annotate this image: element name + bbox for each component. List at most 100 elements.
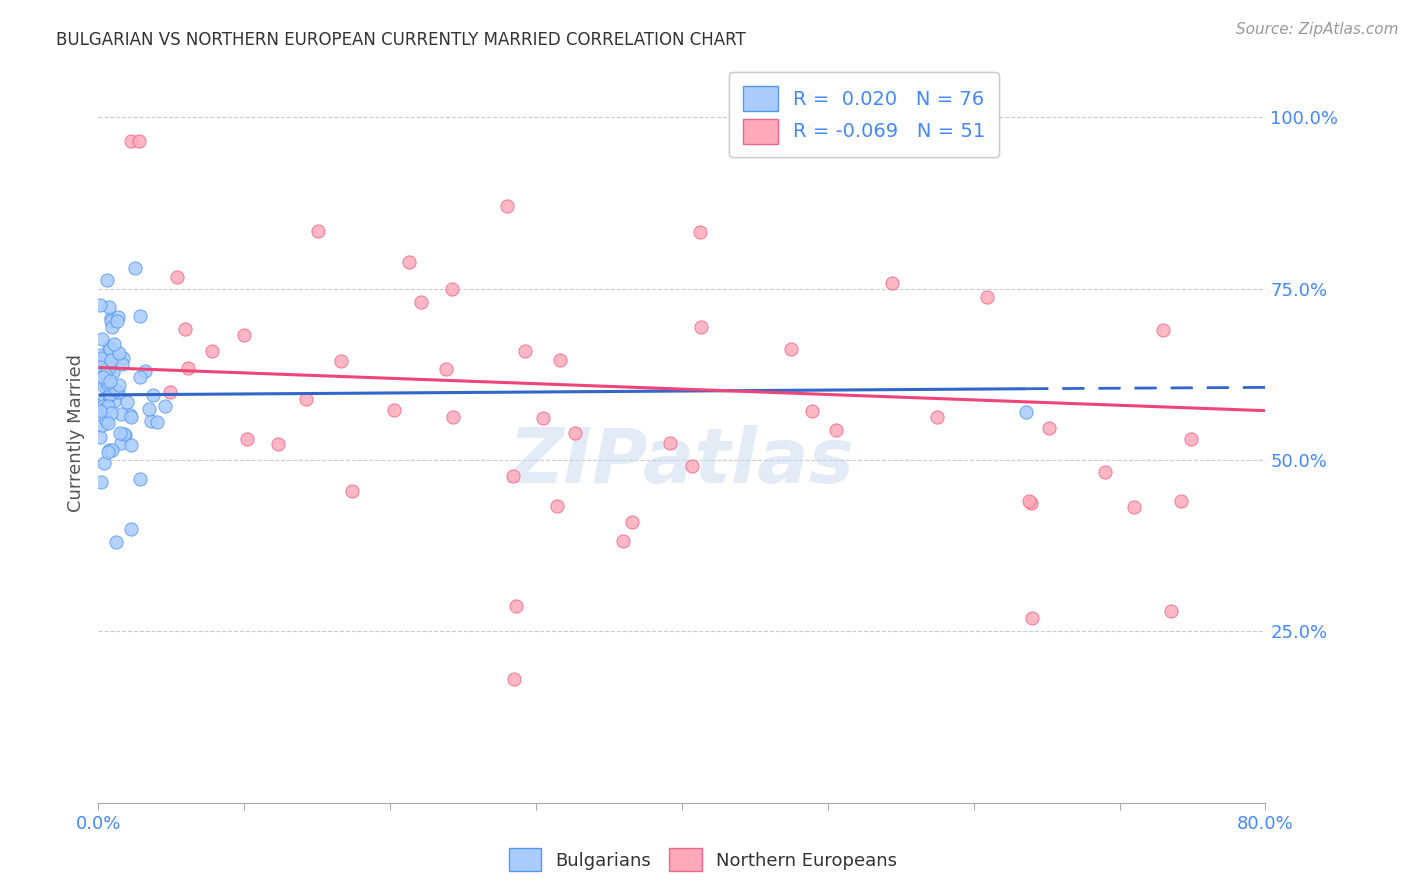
Point bbox=[166, 269, 188, 284]
Point bbox=[90, 332, 112, 346]
Point bbox=[1021, 496, 1043, 510]
Point bbox=[129, 472, 152, 486]
Point bbox=[89, 298, 111, 312]
Point bbox=[89, 348, 111, 362]
Point bbox=[103, 337, 125, 351]
Point bbox=[329, 354, 352, 368]
Text: ZIPatlas: ZIPatlas bbox=[509, 425, 855, 500]
Point bbox=[1170, 494, 1192, 508]
Point bbox=[976, 290, 998, 304]
Point bbox=[294, 392, 316, 406]
Point bbox=[129, 309, 152, 323]
Point bbox=[96, 368, 118, 383]
Point bbox=[89, 403, 111, 417]
Point bbox=[340, 484, 363, 499]
Point bbox=[97, 376, 120, 390]
Point bbox=[496, 199, 519, 213]
Point bbox=[97, 445, 120, 459]
Point bbox=[107, 346, 129, 360]
Point bbox=[502, 469, 524, 483]
Point bbox=[101, 320, 124, 334]
Point bbox=[97, 399, 120, 413]
Legend: Bulgarians, Northern Europeans: Bulgarians, Northern Europeans bbox=[502, 841, 904, 879]
Point bbox=[155, 399, 177, 413]
Point bbox=[1018, 494, 1040, 508]
Point bbox=[235, 432, 257, 446]
Point bbox=[112, 427, 135, 442]
Point bbox=[94, 366, 117, 380]
Point bbox=[91, 417, 114, 432]
Point bbox=[100, 353, 122, 368]
Point bbox=[398, 255, 420, 269]
Point bbox=[546, 499, 568, 513]
Point bbox=[89, 430, 111, 444]
Point bbox=[689, 225, 711, 239]
Point bbox=[120, 522, 142, 536]
Point bbox=[103, 365, 125, 379]
Point bbox=[104, 535, 127, 549]
Point bbox=[505, 599, 527, 613]
Point bbox=[681, 458, 703, 473]
Point bbox=[177, 361, 200, 376]
Point bbox=[105, 384, 128, 398]
Point bbox=[124, 261, 146, 276]
Point bbox=[138, 402, 160, 417]
Point bbox=[1152, 323, 1174, 337]
Point bbox=[620, 516, 643, 530]
Point bbox=[89, 399, 111, 413]
Point bbox=[96, 376, 118, 391]
Point bbox=[97, 417, 120, 431]
Point bbox=[531, 410, 554, 425]
Point bbox=[103, 394, 125, 409]
Point bbox=[1094, 466, 1116, 480]
Point bbox=[120, 134, 142, 148]
Point bbox=[1038, 421, 1060, 435]
Point bbox=[142, 388, 165, 402]
Point bbox=[98, 300, 121, 314]
Point bbox=[1021, 610, 1043, 624]
Point bbox=[382, 403, 405, 417]
Point bbox=[1180, 432, 1202, 446]
Point bbox=[307, 224, 329, 238]
Point bbox=[513, 343, 536, 358]
Point bbox=[108, 378, 131, 392]
Point bbox=[93, 379, 115, 393]
Point bbox=[134, 364, 156, 378]
Point bbox=[96, 401, 118, 416]
Text: Source: ZipAtlas.com: Source: ZipAtlas.com bbox=[1236, 22, 1399, 37]
Point bbox=[801, 404, 824, 418]
Point bbox=[233, 328, 256, 343]
Point bbox=[548, 353, 571, 368]
Point bbox=[780, 342, 803, 356]
Point bbox=[1160, 604, 1182, 618]
Point bbox=[110, 407, 132, 421]
Point bbox=[96, 273, 118, 287]
Point bbox=[89, 360, 111, 375]
Point bbox=[110, 436, 132, 450]
Point bbox=[100, 313, 122, 327]
Point bbox=[98, 388, 121, 402]
Point bbox=[107, 310, 129, 325]
Point bbox=[128, 134, 150, 148]
Point bbox=[93, 394, 115, 409]
Point bbox=[927, 409, 949, 424]
Point bbox=[100, 406, 122, 420]
Point bbox=[100, 310, 122, 325]
Point bbox=[97, 443, 120, 458]
Point bbox=[1015, 405, 1038, 419]
Point bbox=[880, 276, 903, 290]
Point bbox=[115, 395, 138, 409]
Point bbox=[93, 456, 115, 470]
Point bbox=[90, 475, 112, 489]
Point bbox=[108, 426, 131, 441]
Text: BULGARIAN VS NORTHERN EUROPEAN CURRENTLY MARRIED CORRELATION CHART: BULGARIAN VS NORTHERN EUROPEAN CURRENTLY… bbox=[56, 31, 747, 49]
Point bbox=[409, 295, 432, 310]
Point bbox=[201, 344, 224, 359]
Point bbox=[94, 367, 117, 381]
Point bbox=[159, 384, 181, 399]
Point bbox=[111, 351, 134, 365]
Point bbox=[111, 357, 134, 371]
Point bbox=[434, 362, 457, 376]
Point bbox=[98, 374, 121, 388]
Point bbox=[89, 403, 111, 417]
